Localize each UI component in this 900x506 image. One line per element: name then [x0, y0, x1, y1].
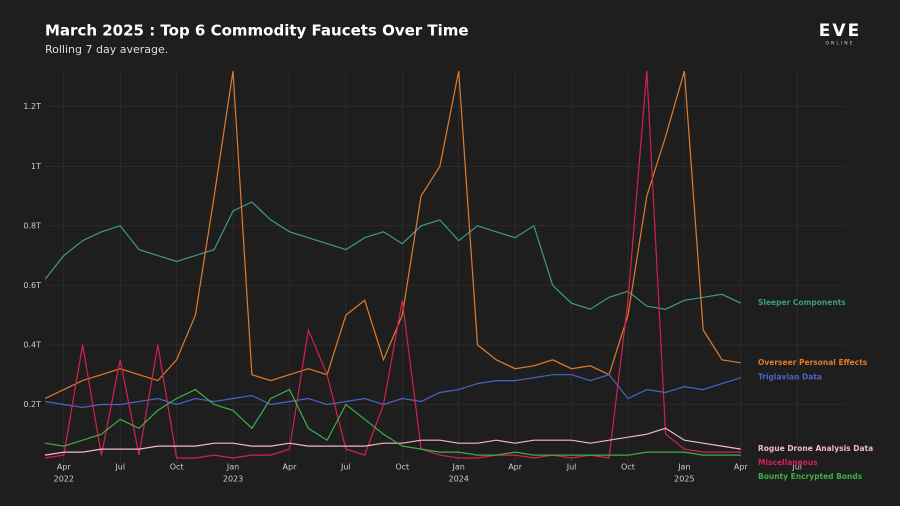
x-tick-label: Jul — [791, 463, 802, 472]
x-tick-label: Jul — [340, 463, 351, 472]
x-tick-label: Apr — [508, 463, 523, 472]
x-tick-label: Jul — [114, 463, 125, 472]
y-tick-label: 0.4T — [23, 340, 41, 349]
legend-label: Sleeper Components — [758, 298, 846, 307]
logo-sub: ONLINE — [826, 41, 855, 47]
logo: EVE — [819, 21, 861, 41]
legend-label: Miscellaneous — [758, 458, 818, 467]
x-tick-label: Oct — [170, 463, 184, 472]
legend-label: Bounty Encrypted Bonds — [758, 472, 863, 481]
chart-title: March 2025 : Top 6 Commodity Faucets Ove… — [45, 22, 469, 40]
plot-area: 0.2T 0.4T 0.6T 0.8T 1T 1.2T Apr 2022 Jul Oct Jan 20… — [23, 71, 873, 484]
x-tick-label: Apr — [57, 463, 72, 472]
x-tick-label: Apr — [734, 463, 749, 472]
legend-label: Rogue Drone Analysis Data — [758, 444, 873, 453]
y-tick-label: 0.8T — [23, 221, 41, 230]
y-tick-label: 1T — [31, 162, 41, 171]
x-tick-label: Oct — [395, 463, 409, 472]
series-line — [45, 201, 742, 310]
legend-label: Triglavian Data — [758, 373, 822, 382]
x-tick-label: Apr — [283, 463, 298, 472]
x-tick-label: Jan — [226, 463, 239, 472]
x-tick-label: Oct — [621, 463, 635, 472]
chart-subtitle: Rolling 7 day average. — [45, 43, 168, 56]
x-tick-year: 2025 — [674, 475, 694, 484]
legend-label: Overseer Personal Effects — [758, 358, 868, 367]
x-tick-year: 2022 — [54, 475, 74, 484]
x-tick-label: Jan — [677, 463, 690, 472]
x-tick-label: Jan — [452, 463, 465, 472]
x-tick-year: 2024 — [449, 475, 469, 484]
series-line — [45, 71, 741, 459]
y-tick-label: 1.2T — [23, 102, 41, 111]
series-line — [45, 388, 741, 456]
x-tick-year: 2023 — [223, 475, 243, 484]
y-tick-label: 0.6T — [23, 281, 41, 290]
y-tick-label: 0.2T — [23, 400, 41, 409]
series-line — [45, 374, 741, 409]
x-tick-label: Jul — [566, 463, 577, 472]
series-line — [45, 427, 741, 456]
